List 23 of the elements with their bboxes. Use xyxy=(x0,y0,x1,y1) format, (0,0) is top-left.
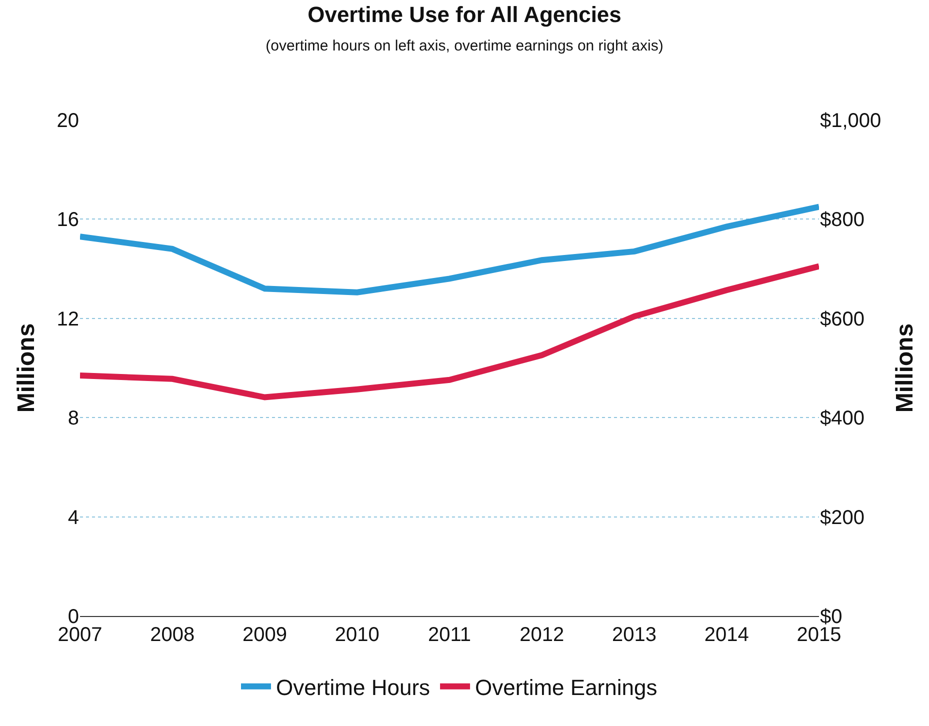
x-tick-label: 2009 xyxy=(242,624,287,646)
y-tick-label: 4 xyxy=(68,506,79,529)
y-tick-label: 12 xyxy=(56,308,79,330)
x-tick-label: 2010 xyxy=(334,624,380,646)
x-tick-label: 2011 xyxy=(428,624,472,646)
y2-tick-label: $400 xyxy=(820,408,864,430)
y-tick-label: 8 xyxy=(68,408,79,430)
y2-tick-label: $600 xyxy=(820,308,864,330)
y-tick-label: 16 xyxy=(56,209,79,232)
y2-tick-label: $800 xyxy=(820,209,864,232)
x-tick-label: 2012 xyxy=(520,624,564,646)
y2-tick-label: $1,000 xyxy=(820,110,882,132)
y-tick-label: 20 xyxy=(56,110,79,132)
y2-tick-label: $200 xyxy=(820,506,864,529)
y2-axis-title: Millions xyxy=(891,323,918,413)
x-tick-label: 2013 xyxy=(612,624,656,646)
chart-title: Overtime Use for All Agencies xyxy=(308,2,622,27)
y-axis-title: Millions xyxy=(12,323,40,413)
legend-label: Overtime Earnings xyxy=(475,674,658,700)
chart-subtitle: (overtime hours on left axis, overtime earnings on right axis) xyxy=(266,37,664,54)
legend-label: Overtime Hours xyxy=(276,674,430,700)
x-tick-label: 2014 xyxy=(704,624,749,646)
x-tick-label: 2008 xyxy=(150,624,195,646)
